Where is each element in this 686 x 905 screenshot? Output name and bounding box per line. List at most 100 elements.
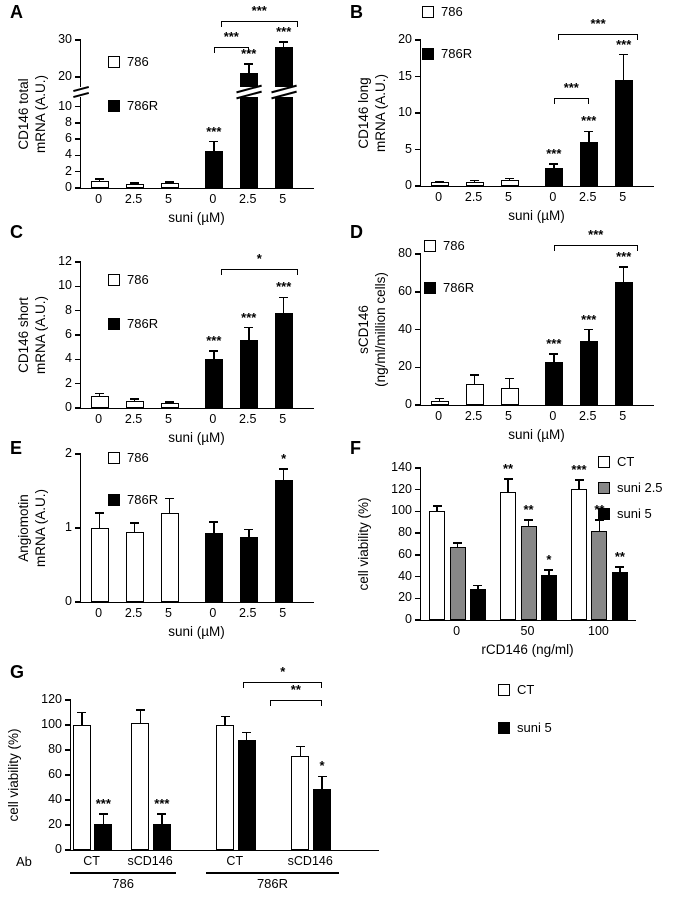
y-tick (415, 185, 421, 187)
x-tick-label: 5 (619, 409, 627, 423)
y-tick-label: 2 (65, 375, 72, 390)
plot-area-c: 0 2 4 6 8 10 12 *** *** *** * (58, 251, 314, 414)
x-axis-title: suni (µM) (168, 430, 225, 445)
significance-stars: *** (206, 123, 222, 139)
legend-swatch-786 (108, 56, 120, 68)
bar-786-ct (131, 722, 150, 850)
error-bar-cap (473, 584, 483, 586)
group-label-786: 786 (112, 876, 134, 891)
y-tick-label: 10 (58, 98, 72, 113)
y-tick-label: 8 (65, 114, 72, 129)
bar-786r-5 (274, 313, 293, 408)
x-tick-label: 5 (505, 190, 512, 204)
error-bar-line (598, 520, 601, 531)
error-bar-cap (157, 813, 167, 815)
y-tick-label: 0 (405, 178, 412, 192)
y-axis-title: CD146 total mRNA (A.U.) (16, 75, 48, 154)
significance-stars: *** (616, 36, 632, 52)
legend-swatch-786r (422, 48, 434, 60)
error-bar-line (98, 393, 101, 396)
error-bar-cap (244, 326, 254, 329)
legend-label-ct: CT (517, 682, 535, 697)
bar-786-0 (430, 401, 449, 405)
y-tick (65, 774, 71, 776)
y-tick (75, 309, 81, 312)
significance-stars: *** (241, 309, 257, 325)
error-bar-cap (584, 130, 594, 132)
bar-786-2-5 (125, 183, 144, 188)
y-tick-label: 5 (405, 141, 412, 156)
y-tick (415, 510, 421, 513)
y-tick-label: 0 (65, 180, 72, 194)
error-bar-line (98, 179, 101, 181)
significance-stars: ** (503, 460, 514, 476)
group-line-786 (70, 872, 177, 874)
error-bar-line (299, 746, 302, 757)
error-bar-cap (619, 266, 629, 268)
y-tick-label: 40 (398, 321, 412, 336)
error-bar-line (438, 398, 441, 402)
y-axis-title: Angiomotin mRNA (A.U.) (16, 489, 48, 568)
error-bar-line (81, 712, 83, 725)
error-bar-cap (470, 179, 480, 182)
legend-swatch-786 (422, 6, 434, 18)
y-tick (75, 527, 81, 529)
sig-bracket-label: *** (251, 2, 267, 18)
error-bar-cap (135, 709, 145, 711)
x-axis-title: suni (µM) (508, 427, 565, 442)
y-tick-label: 40 (48, 792, 62, 806)
error-bar-cap (549, 163, 559, 165)
bar-786-5 (500, 180, 519, 186)
y-tick (75, 358, 81, 361)
x-tick-label: 2.5 (239, 606, 257, 620)
y-tick (65, 724, 71, 726)
x-tick-label: 0 (549, 190, 557, 204)
bar-0-suni-2-5 (449, 547, 466, 620)
error-bar-line (139, 710, 142, 723)
bar-50-ct (500, 491, 517, 620)
legend-swatch-ct (498, 684, 510, 696)
error-bar-cap (470, 374, 480, 376)
sig-bracket (269, 700, 323, 706)
y-tick-label: 80 (398, 525, 412, 540)
error-bar-line (282, 297, 285, 314)
y-tick-label: 12 (58, 254, 72, 268)
legend-swatch-ct (598, 456, 610, 468)
significance-stars: *** (206, 332, 222, 348)
panel-d-scd146-secretion: D 0 20 40 60 80 *** *** *** *** sCD146 (ng/ml/mill… (348, 222, 682, 442)
legend-label-786r: 786R (127, 98, 159, 113)
panel-letter-b: B (350, 2, 363, 22)
y-axis-title: CD146 short mRNA (A.U.) (16, 296, 48, 375)
y-tick-label: 120 (391, 481, 412, 496)
error-bar-cap (503, 478, 513, 480)
error-bar-cap (549, 353, 559, 355)
plot-area-b: 0 5 10 15 20 *** *** *** *** *** (398, 16, 654, 192)
x-axis-title: suni (µM) (168, 624, 225, 639)
sig-bracket (220, 20, 298, 27)
bar-786r-5 (614, 80, 633, 186)
bar-786-2-5 (125, 400, 144, 408)
y-tick-label: 20 (398, 32, 412, 46)
y-tick (415, 253, 421, 255)
legend-label-786: 786 (127, 272, 149, 287)
error-bar-line (436, 506, 438, 512)
sig-bracket-label: *** (563, 80, 579, 96)
sig-bracket (220, 269, 298, 276)
panel-e-angiomotin-mrna: E 0 1 2 * Angiomotin mRNA (A.U.) 0 2.5 5 0 2.5 5 sun… (8, 438, 340, 664)
panel-a-cd146-total-mrna: A 0 2 4 6 8 10 20 30 *** *** *** *** *** CD146 total m… (8, 2, 340, 225)
y-tick-label: 60 (398, 283, 412, 298)
x-tick-label: 0 (549, 409, 557, 423)
significance-stars: *** (276, 279, 292, 295)
panel-g-cell-viability-antibody: G 0 20 40 60 80 100 120 *** *** * ** * cell viability… (6, 662, 686, 905)
error-bar-cap (295, 745, 305, 747)
error-bar-line (477, 585, 479, 589)
significance-stars: * (546, 552, 552, 568)
y-tick (75, 154, 81, 157)
bar-786r-2-5 (579, 142, 598, 186)
y-tick (75, 382, 81, 385)
error-bar-line (619, 566, 621, 573)
y-tick-label: 0 (405, 397, 412, 411)
y-tick (75, 170, 81, 173)
